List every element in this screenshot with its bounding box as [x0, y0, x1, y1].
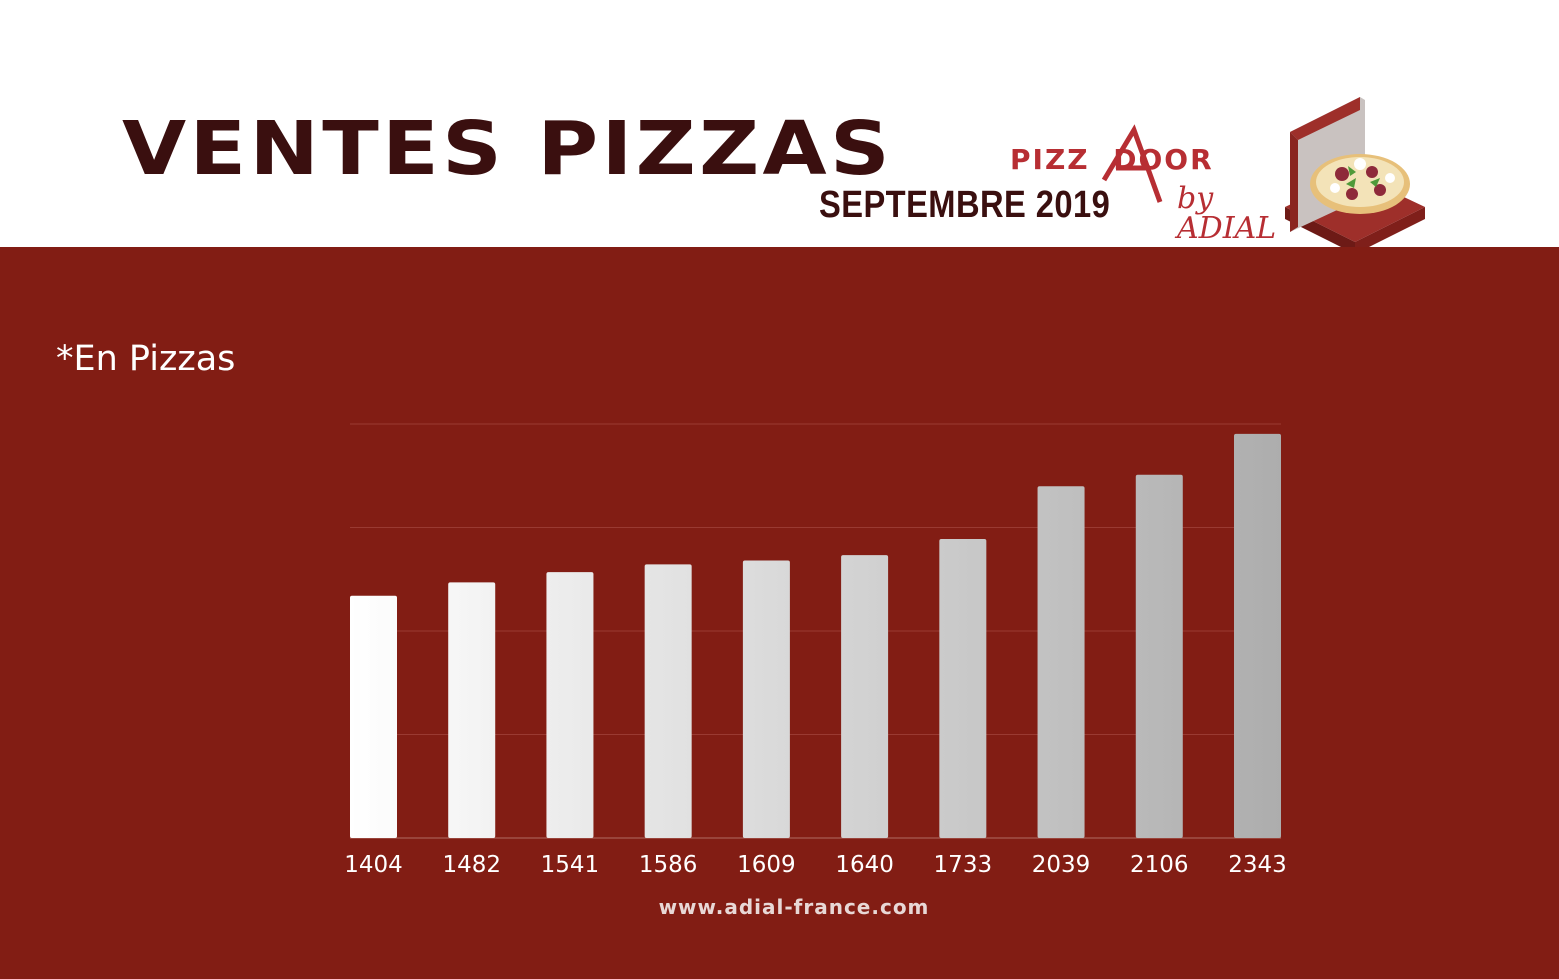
page-subtitle: SEPTEMBRE 2019	[819, 184, 1111, 226]
bar	[742, 560, 790, 838]
x-tick-label: 1482	[442, 852, 501, 878]
unit-note: *En Pizzas	[56, 339, 236, 379]
bar	[939, 539, 987, 838]
x-tick-label: 2106	[1130, 852, 1189, 878]
x-tick-label: 1609	[737, 852, 796, 878]
bar	[1135, 474, 1183, 838]
x-tick-label: 1640	[835, 852, 894, 878]
x-tick-label: 2039	[1032, 852, 1091, 878]
x-tick-label: 1733	[934, 852, 993, 878]
pizza-box-icon	[1285, 97, 1425, 252]
logo-a-mark	[1101, 124, 1163, 203]
pizzadoor-logo: PIZZADOOR by ADIAL	[1005, 122, 1280, 244]
x-tick-label: 1586	[639, 852, 698, 878]
x-tick-label: 1404	[344, 852, 403, 878]
bar	[546, 572, 594, 838]
bar	[841, 555, 889, 838]
page-title: VENTES PIZZAS	[122, 106, 894, 192]
header: VENTES PIZZAS SEPTEMBRE 2019 PIZZADOOR b…	[0, 0, 1559, 252]
bar	[1234, 433, 1281, 838]
x-tick-label: 2343	[1228, 852, 1287, 878]
bar	[644, 564, 692, 838]
x-tick-label: 1541	[541, 852, 600, 878]
bar	[448, 582, 496, 838]
website-link[interactable]: www.adial-france.com	[658, 895, 930, 919]
logo-byline: by ADIAL	[1177, 181, 1277, 246]
bar	[350, 595, 397, 838]
bar	[1037, 486, 1085, 838]
